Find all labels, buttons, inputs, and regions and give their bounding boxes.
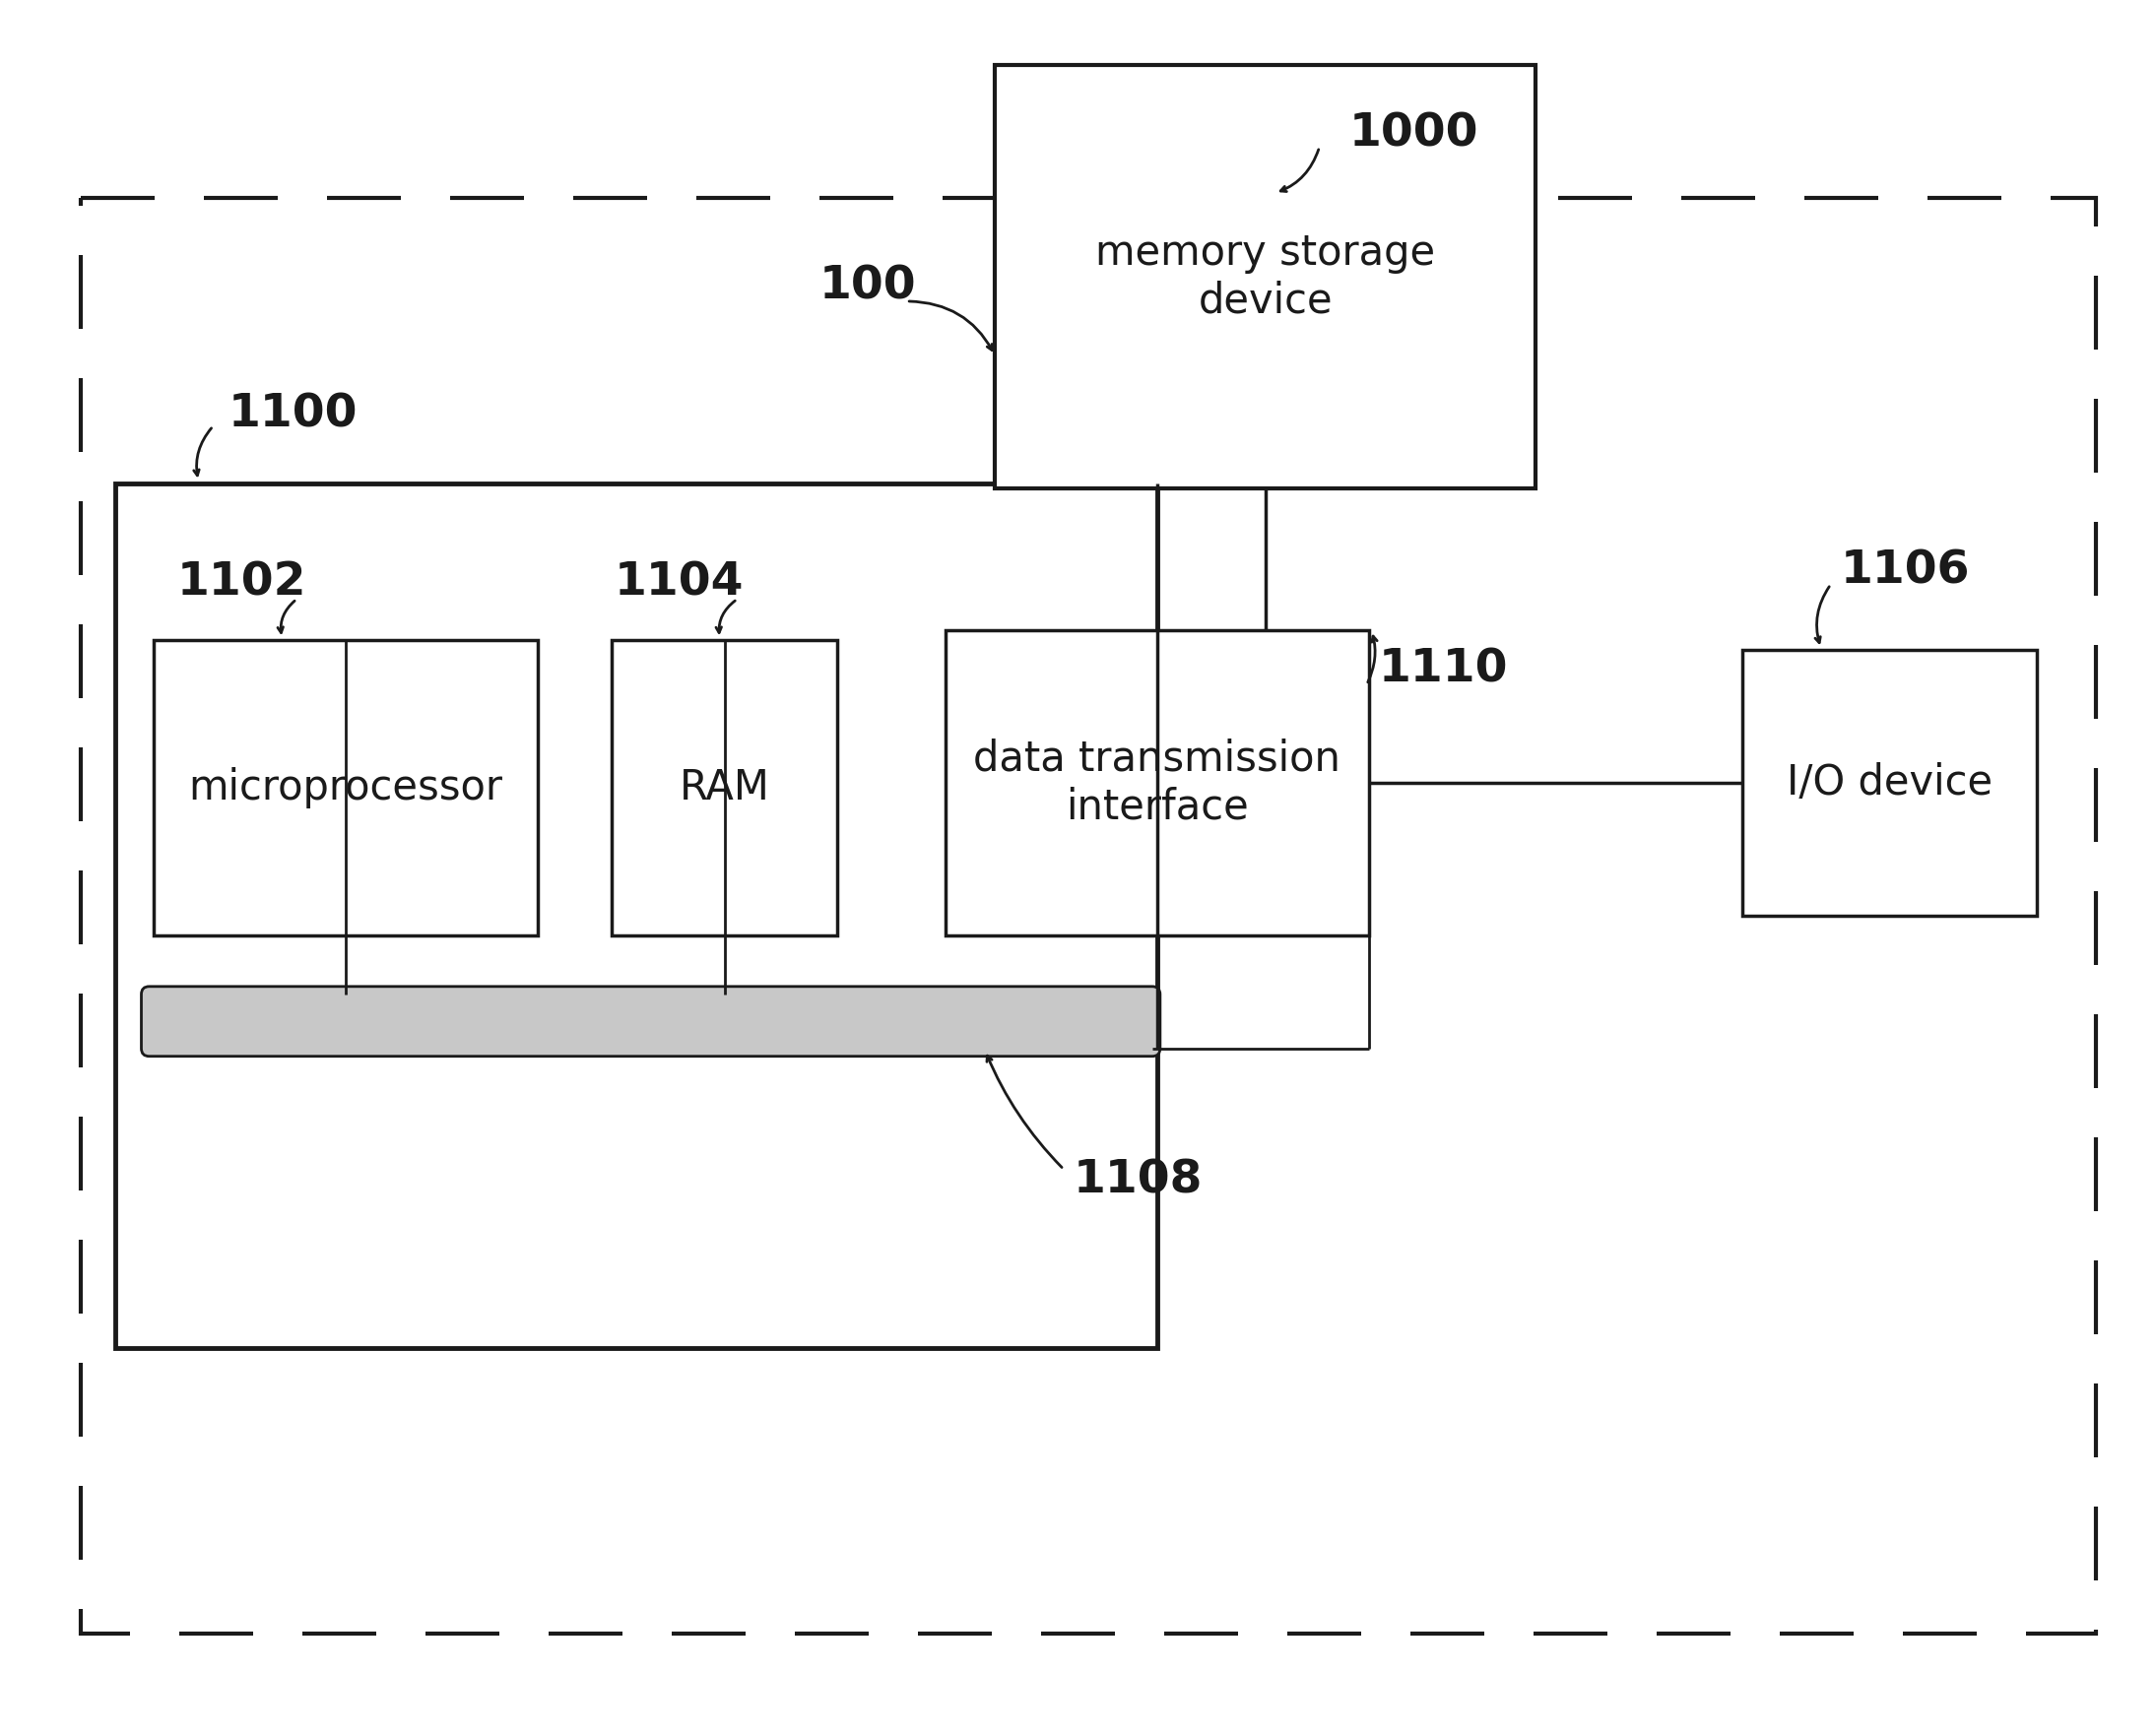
Text: 1104: 1104 xyxy=(614,561,744,606)
Bar xyxy=(612,641,837,936)
Text: 1110: 1110 xyxy=(1378,648,1507,693)
Text: memory storage
device: memory storage device xyxy=(1095,233,1436,321)
FancyBboxPatch shape xyxy=(142,986,1160,1055)
Bar xyxy=(946,630,1369,936)
Text: data transmission
interface: data transmission interface xyxy=(975,738,1341,828)
Text: 1102: 1102 xyxy=(177,561,306,606)
Text: microprocessor: microprocessor xyxy=(190,767,502,809)
Bar xyxy=(114,483,1158,1349)
Bar xyxy=(994,66,1535,488)
Bar xyxy=(153,641,537,936)
Text: I/O device: I/O device xyxy=(1787,762,1992,804)
Text: 1100: 1100 xyxy=(229,392,358,436)
Bar xyxy=(80,198,2096,1634)
Text: 1106: 1106 xyxy=(1841,549,1971,594)
Text: 100: 100 xyxy=(819,264,916,309)
Text: 1000: 1000 xyxy=(1350,111,1479,156)
Bar xyxy=(1742,651,2037,915)
Text: RAM: RAM xyxy=(679,767,770,809)
Text: 1108: 1108 xyxy=(1074,1160,1203,1203)
